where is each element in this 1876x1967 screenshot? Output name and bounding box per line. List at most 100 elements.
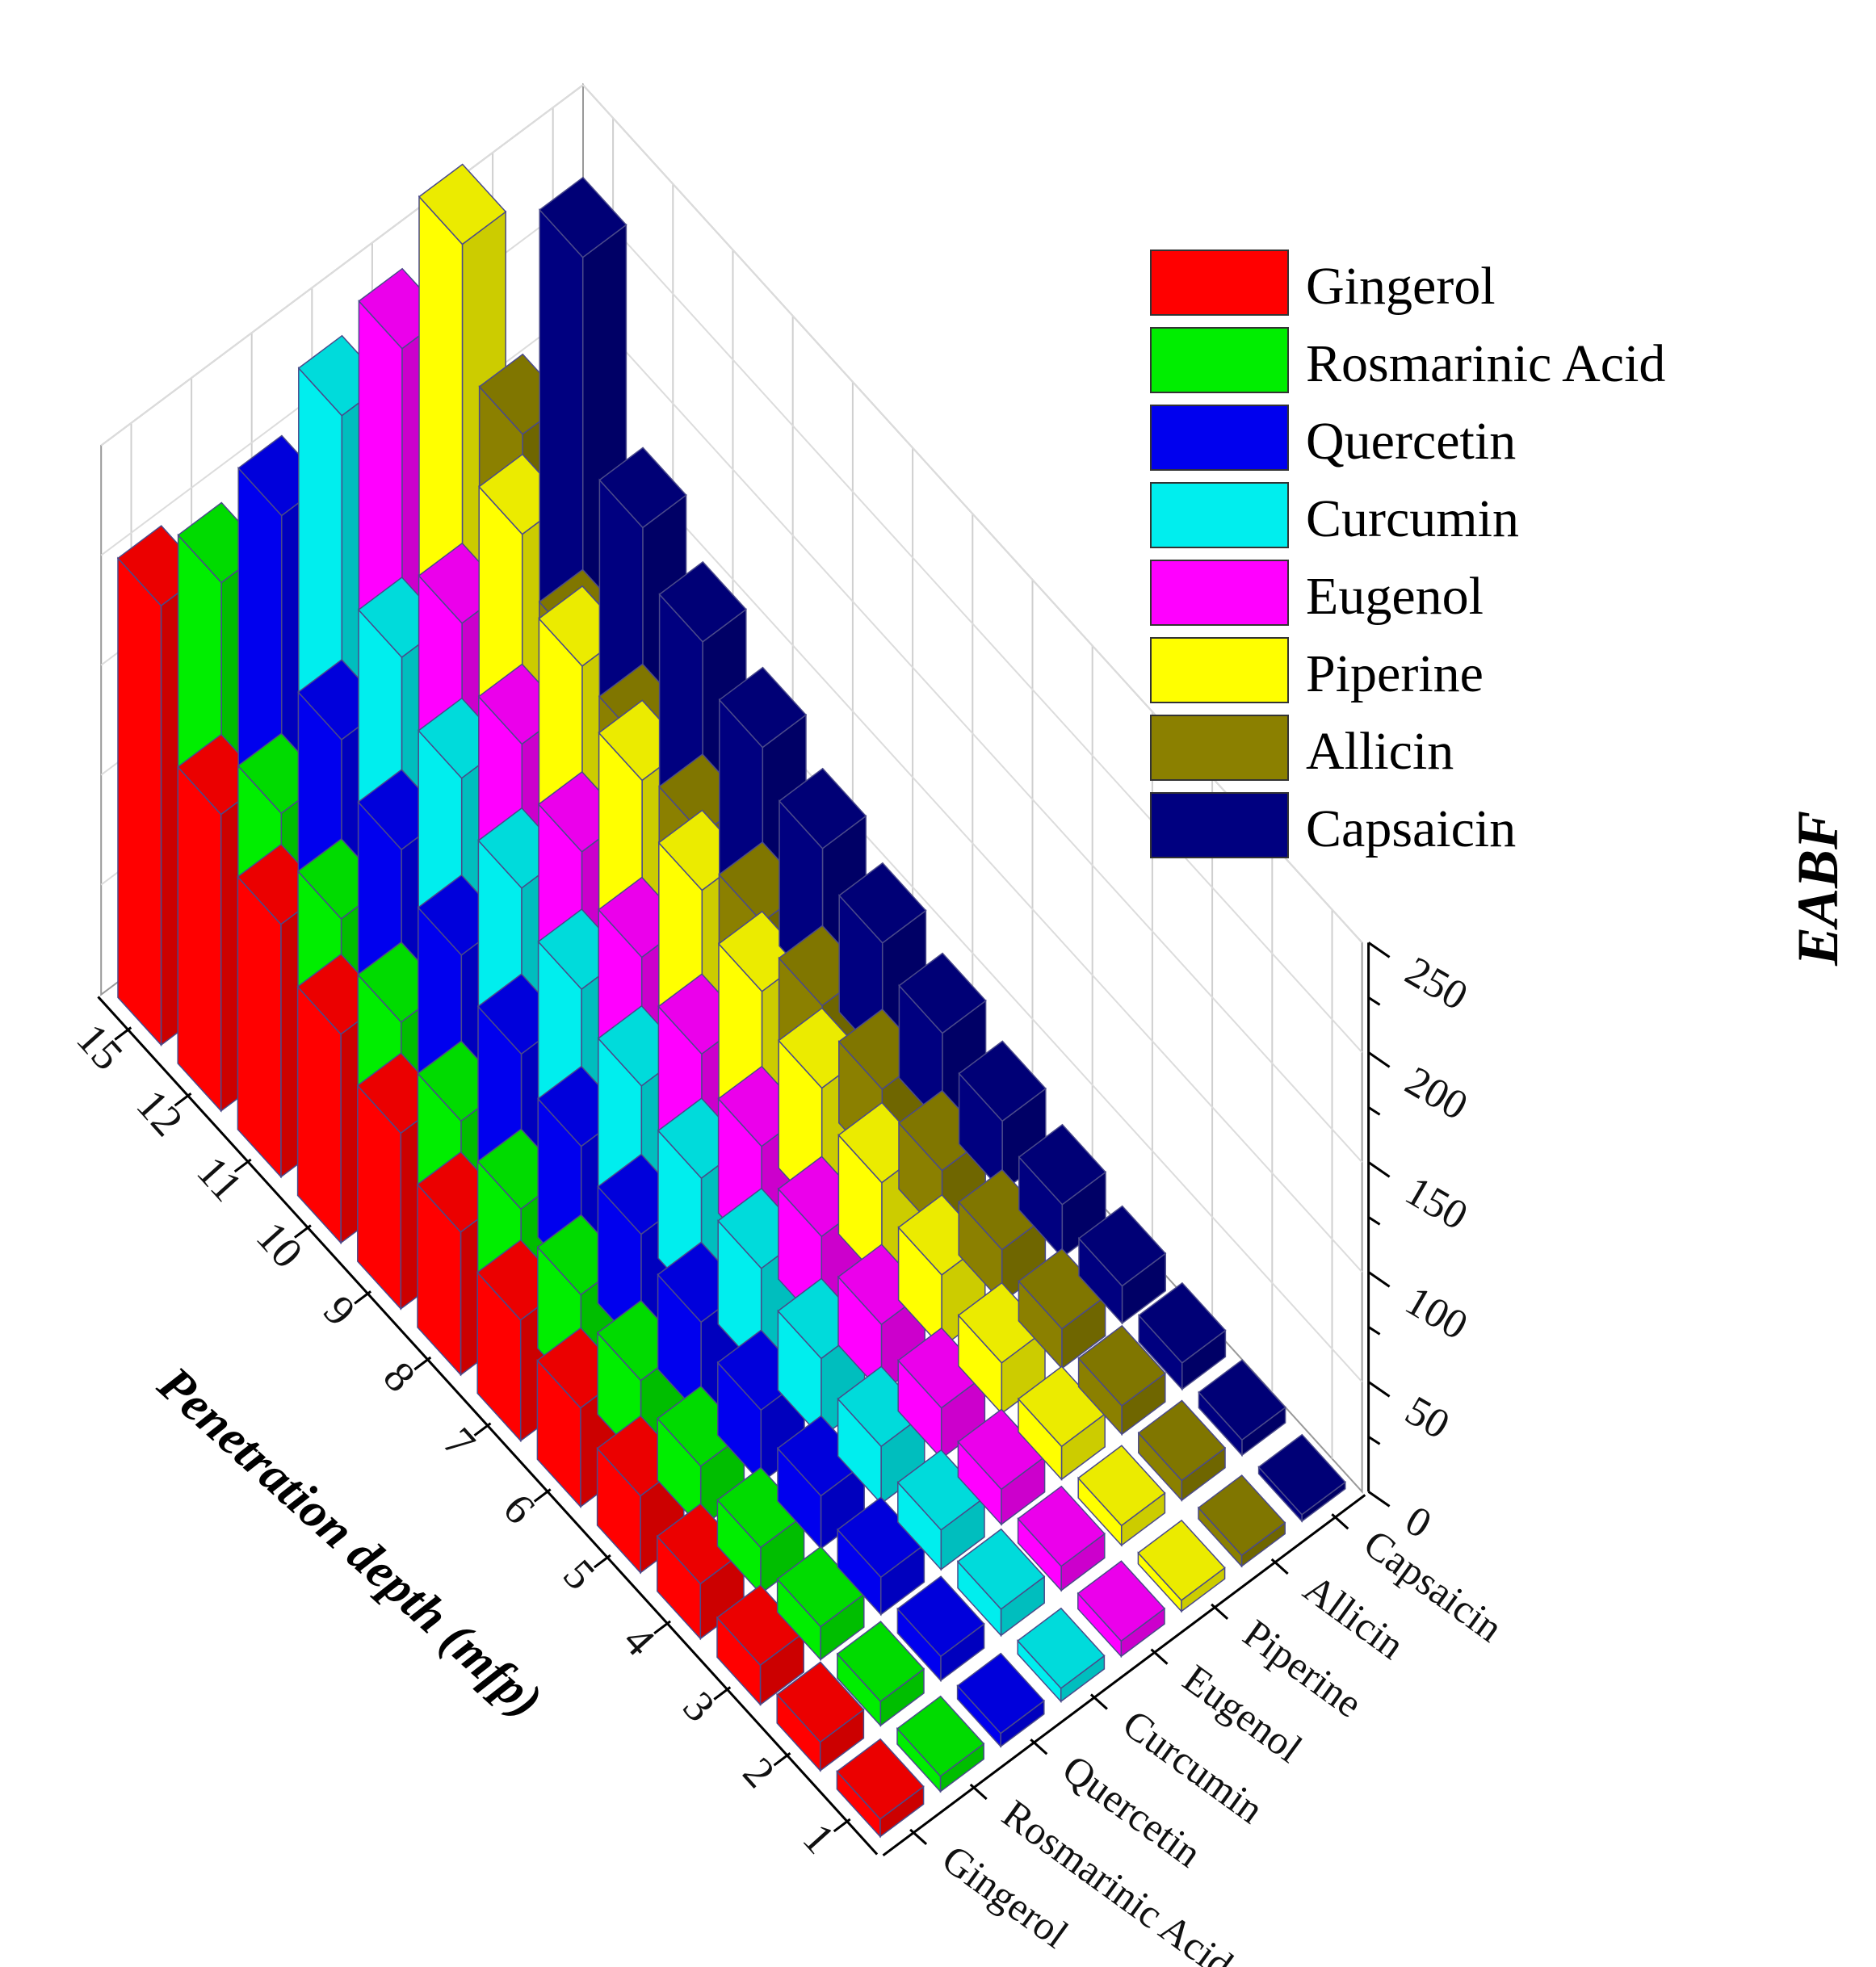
bar-rosmarinic-acid-3 bbox=[776, 1546, 865, 1662]
bar-piperine-2 bbox=[1077, 1445, 1166, 1547]
depth-tick bbox=[833, 1818, 851, 1833]
z-axis-title: EABF bbox=[1786, 811, 1850, 967]
bar-face-top bbox=[836, 1738, 925, 1820]
bar-face-top bbox=[956, 1652, 1045, 1734]
bar-face-top bbox=[418, 163, 507, 245]
depth-tick bbox=[413, 1356, 432, 1371]
z-tick bbox=[1367, 1271, 1391, 1288]
z-tick-label: 0 bbox=[1398, 1497, 1439, 1547]
bar-face-top bbox=[1137, 1399, 1227, 1482]
bar-rosmarinic-acid-2 bbox=[836, 1621, 925, 1727]
bar-face-top bbox=[598, 447, 687, 529]
bar-eugenol-3 bbox=[957, 1408, 1046, 1526]
legend-label: Curcumin bbox=[1306, 489, 1519, 548]
bar-face-top bbox=[898, 952, 987, 1034]
legend-label: Gingerol bbox=[1306, 257, 1496, 316]
legend-swatch bbox=[1150, 482, 1289, 548]
bar-piperine-1 bbox=[1137, 1519, 1226, 1613]
legend-swatch bbox=[1150, 405, 1289, 471]
series-tick bbox=[969, 1783, 988, 1801]
depth-tick bbox=[354, 1290, 372, 1305]
depth-tick-label: 5 bbox=[554, 1550, 605, 1599]
depth-tick-label: 3 bbox=[674, 1682, 724, 1730]
bar-capsaicin-1 bbox=[1257, 1433, 1346, 1523]
depth-tick-label: 9 bbox=[314, 1286, 365, 1335]
depth-tick-label: 8 bbox=[374, 1353, 425, 1401]
legend-label: Rosmarinic Acid bbox=[1306, 334, 1665, 393]
z-tick bbox=[1367, 1491, 1391, 1508]
legend-swatch bbox=[1150, 792, 1289, 858]
z-tick bbox=[1367, 1381, 1391, 1398]
bar-quercetin-2 bbox=[896, 1575, 985, 1683]
bar-face-top bbox=[776, 1661, 865, 1743]
depth-tick bbox=[233, 1158, 252, 1173]
bar-face-top bbox=[658, 560, 747, 643]
bar-quercetin-3 bbox=[837, 1496, 925, 1617]
depth-tick-label: 2 bbox=[734, 1748, 785, 1797]
bar-face-top bbox=[957, 1281, 1047, 1364]
series-tick bbox=[909, 1828, 928, 1845]
z-minor-tick bbox=[1367, 1216, 1381, 1226]
bar-face-top bbox=[837, 1496, 925, 1579]
bar-face-top bbox=[897, 1327, 986, 1409]
bar-face-top bbox=[776, 1546, 865, 1628]
bar-face-top bbox=[1077, 1205, 1167, 1287]
series-tick bbox=[1211, 1603, 1229, 1620]
bar-face-top bbox=[1018, 1248, 1106, 1330]
z-tick-label: 50 bbox=[1398, 1387, 1458, 1448]
legend-swatch bbox=[1150, 327, 1289, 393]
bar-face-top bbox=[896, 1575, 985, 1658]
bar-face-top bbox=[656, 1503, 745, 1585]
z-tick bbox=[1367, 1161, 1391, 1178]
bar-face-top bbox=[1018, 1123, 1107, 1206]
bar-face-top bbox=[718, 666, 808, 749]
z-tick-label: 100 bbox=[1398, 1277, 1475, 1348]
depth-tick bbox=[293, 1224, 312, 1239]
legend-swatch bbox=[1150, 250, 1289, 316]
legend-label: Quercetin bbox=[1306, 412, 1516, 471]
depth-tick bbox=[653, 1620, 671, 1635]
depth-tick bbox=[174, 1092, 192, 1107]
grid-line bbox=[100, 83, 1363, 943]
bar-curcumin-1 bbox=[1017, 1607, 1106, 1704]
bar-face-top bbox=[896, 1449, 986, 1531]
depth-tick-label: 6 bbox=[494, 1484, 545, 1533]
bar-face-top bbox=[1257, 1433, 1346, 1516]
legend-label: Allicin bbox=[1306, 722, 1454, 781]
bar-face-side bbox=[117, 556, 162, 1047]
bar-face-top bbox=[716, 1466, 805, 1549]
legend-item-rosmarinic-acid: Rosmarinic Acid bbox=[1150, 327, 1665, 393]
z-tick bbox=[1367, 942, 1391, 958]
bar-face-top bbox=[1138, 1281, 1227, 1364]
bar-face-top bbox=[1017, 1607, 1106, 1689]
bar-allicin-1 bbox=[1197, 1474, 1286, 1568]
bar-gingerol-3 bbox=[716, 1584, 805, 1707]
depth-tick bbox=[773, 1751, 791, 1767]
bar-face-top bbox=[539, 176, 627, 258]
depth-tick-label: 1 bbox=[794, 1814, 845, 1863]
bar-piperine-4 bbox=[957, 1281, 1047, 1415]
legend-label: Eugenol bbox=[1306, 567, 1484, 626]
depth-tick-label: 4 bbox=[614, 1617, 665, 1665]
depth-tick bbox=[473, 1422, 492, 1436]
bar-capsaicin-2 bbox=[1198, 1359, 1286, 1457]
bar-face-top bbox=[958, 1168, 1047, 1251]
bar-face-top bbox=[1017, 1365, 1106, 1448]
z-minor-tick bbox=[1367, 1326, 1381, 1336]
bar-face-side bbox=[177, 765, 222, 1113]
x-axis-title: Penetration depth (mfp) bbox=[147, 1356, 552, 1728]
z-tick-label: 150 bbox=[1398, 1168, 1475, 1239]
legend-item-gingerol: Gingerol bbox=[1150, 250, 1496, 316]
bar-eugenol-1 bbox=[1076, 1560, 1166, 1659]
series-tick bbox=[1331, 1513, 1349, 1530]
bar-face-top bbox=[1137, 1519, 1226, 1601]
bar-face-top bbox=[1198, 1359, 1286, 1441]
bar-quercetin-4 bbox=[776, 1415, 866, 1550]
bars bbox=[116, 163, 1346, 1839]
bar-curcumin-2 bbox=[956, 1528, 1046, 1638]
bar-face-top bbox=[778, 767, 867, 849]
bar-face-top bbox=[957, 1408, 1046, 1491]
depth-tick-label: 7 bbox=[434, 1419, 485, 1467]
series-tick bbox=[1270, 1558, 1289, 1575]
